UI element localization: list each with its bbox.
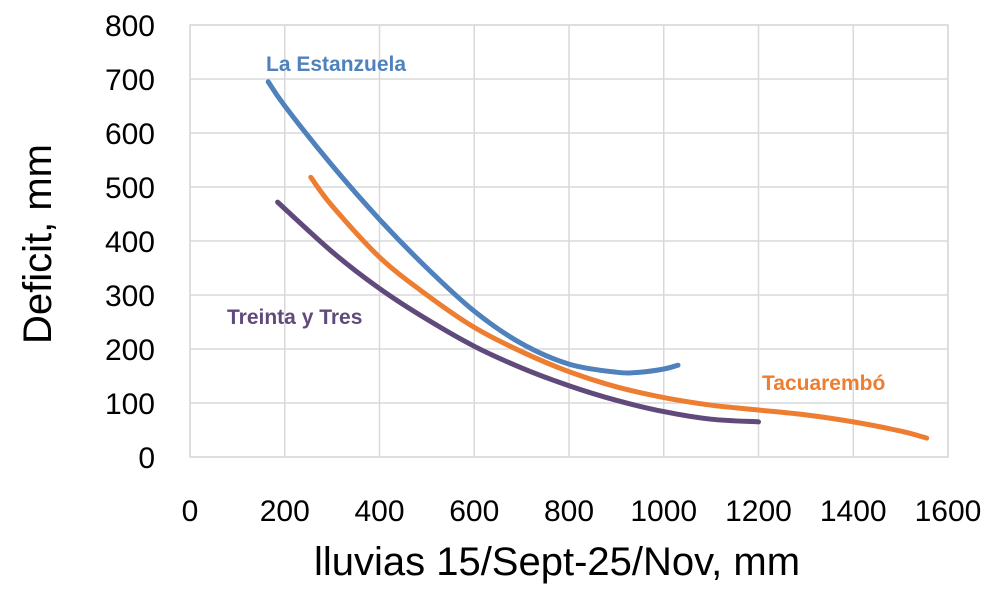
y-axis-ticks: 0 100 200 300 400 500 600 700 800	[105, 10, 155, 475]
y-tick-label: 500	[105, 172, 155, 205]
y-axis-title: Deficit, mm	[16, 144, 60, 344]
series-lines	[265, 79, 930, 441]
y-tick-label: 100	[105, 388, 155, 421]
series-label-treinta-y-tres: Treinta y Tres	[227, 306, 362, 329]
x-tick-label: 200	[260, 495, 310, 528]
y-tick-label: 300	[105, 280, 155, 313]
series-line-treinta-y-tres	[275, 199, 761, 425]
plot-frame	[189, 24, 949, 458]
series-label-la-estanzuela: La Estanzuela	[266, 53, 406, 76]
y-tick-label: 600	[105, 118, 155, 151]
x-tick-label: 1400	[820, 495, 887, 528]
x-tick-label: 1000	[630, 495, 697, 528]
series-label-tacuarembo: Tacuarembó	[762, 372, 885, 395]
y-tick-label: 400	[105, 226, 155, 259]
x-tick-label: 600	[449, 495, 499, 528]
y-tick-label: 0	[138, 442, 155, 475]
x-tick-label: 800	[544, 495, 594, 528]
series-line-tacuarembo	[308, 174, 930, 441]
x-tick-label: 1200	[725, 495, 792, 528]
y-tick-label: 200	[105, 334, 155, 367]
series-labels: La Estanzuela Tacuarembó Treinta y Tres	[227, 53, 885, 395]
y-tick-label: 800	[105, 10, 155, 43]
x-axis-title: lluvias 15/Sept-25/Nov, mm	[314, 540, 800, 584]
series-line-la-estanzuela	[265, 79, 681, 376]
x-tick-label: 400	[354, 495, 404, 528]
x-tick-label: 1600	[915, 495, 982, 528]
x-axis-ticks: 0 200 400 600 800 1000 1200 1400 1600	[182, 495, 982, 528]
y-tick-label: 700	[105, 64, 155, 97]
x-tick-label: 0	[182, 495, 199, 528]
